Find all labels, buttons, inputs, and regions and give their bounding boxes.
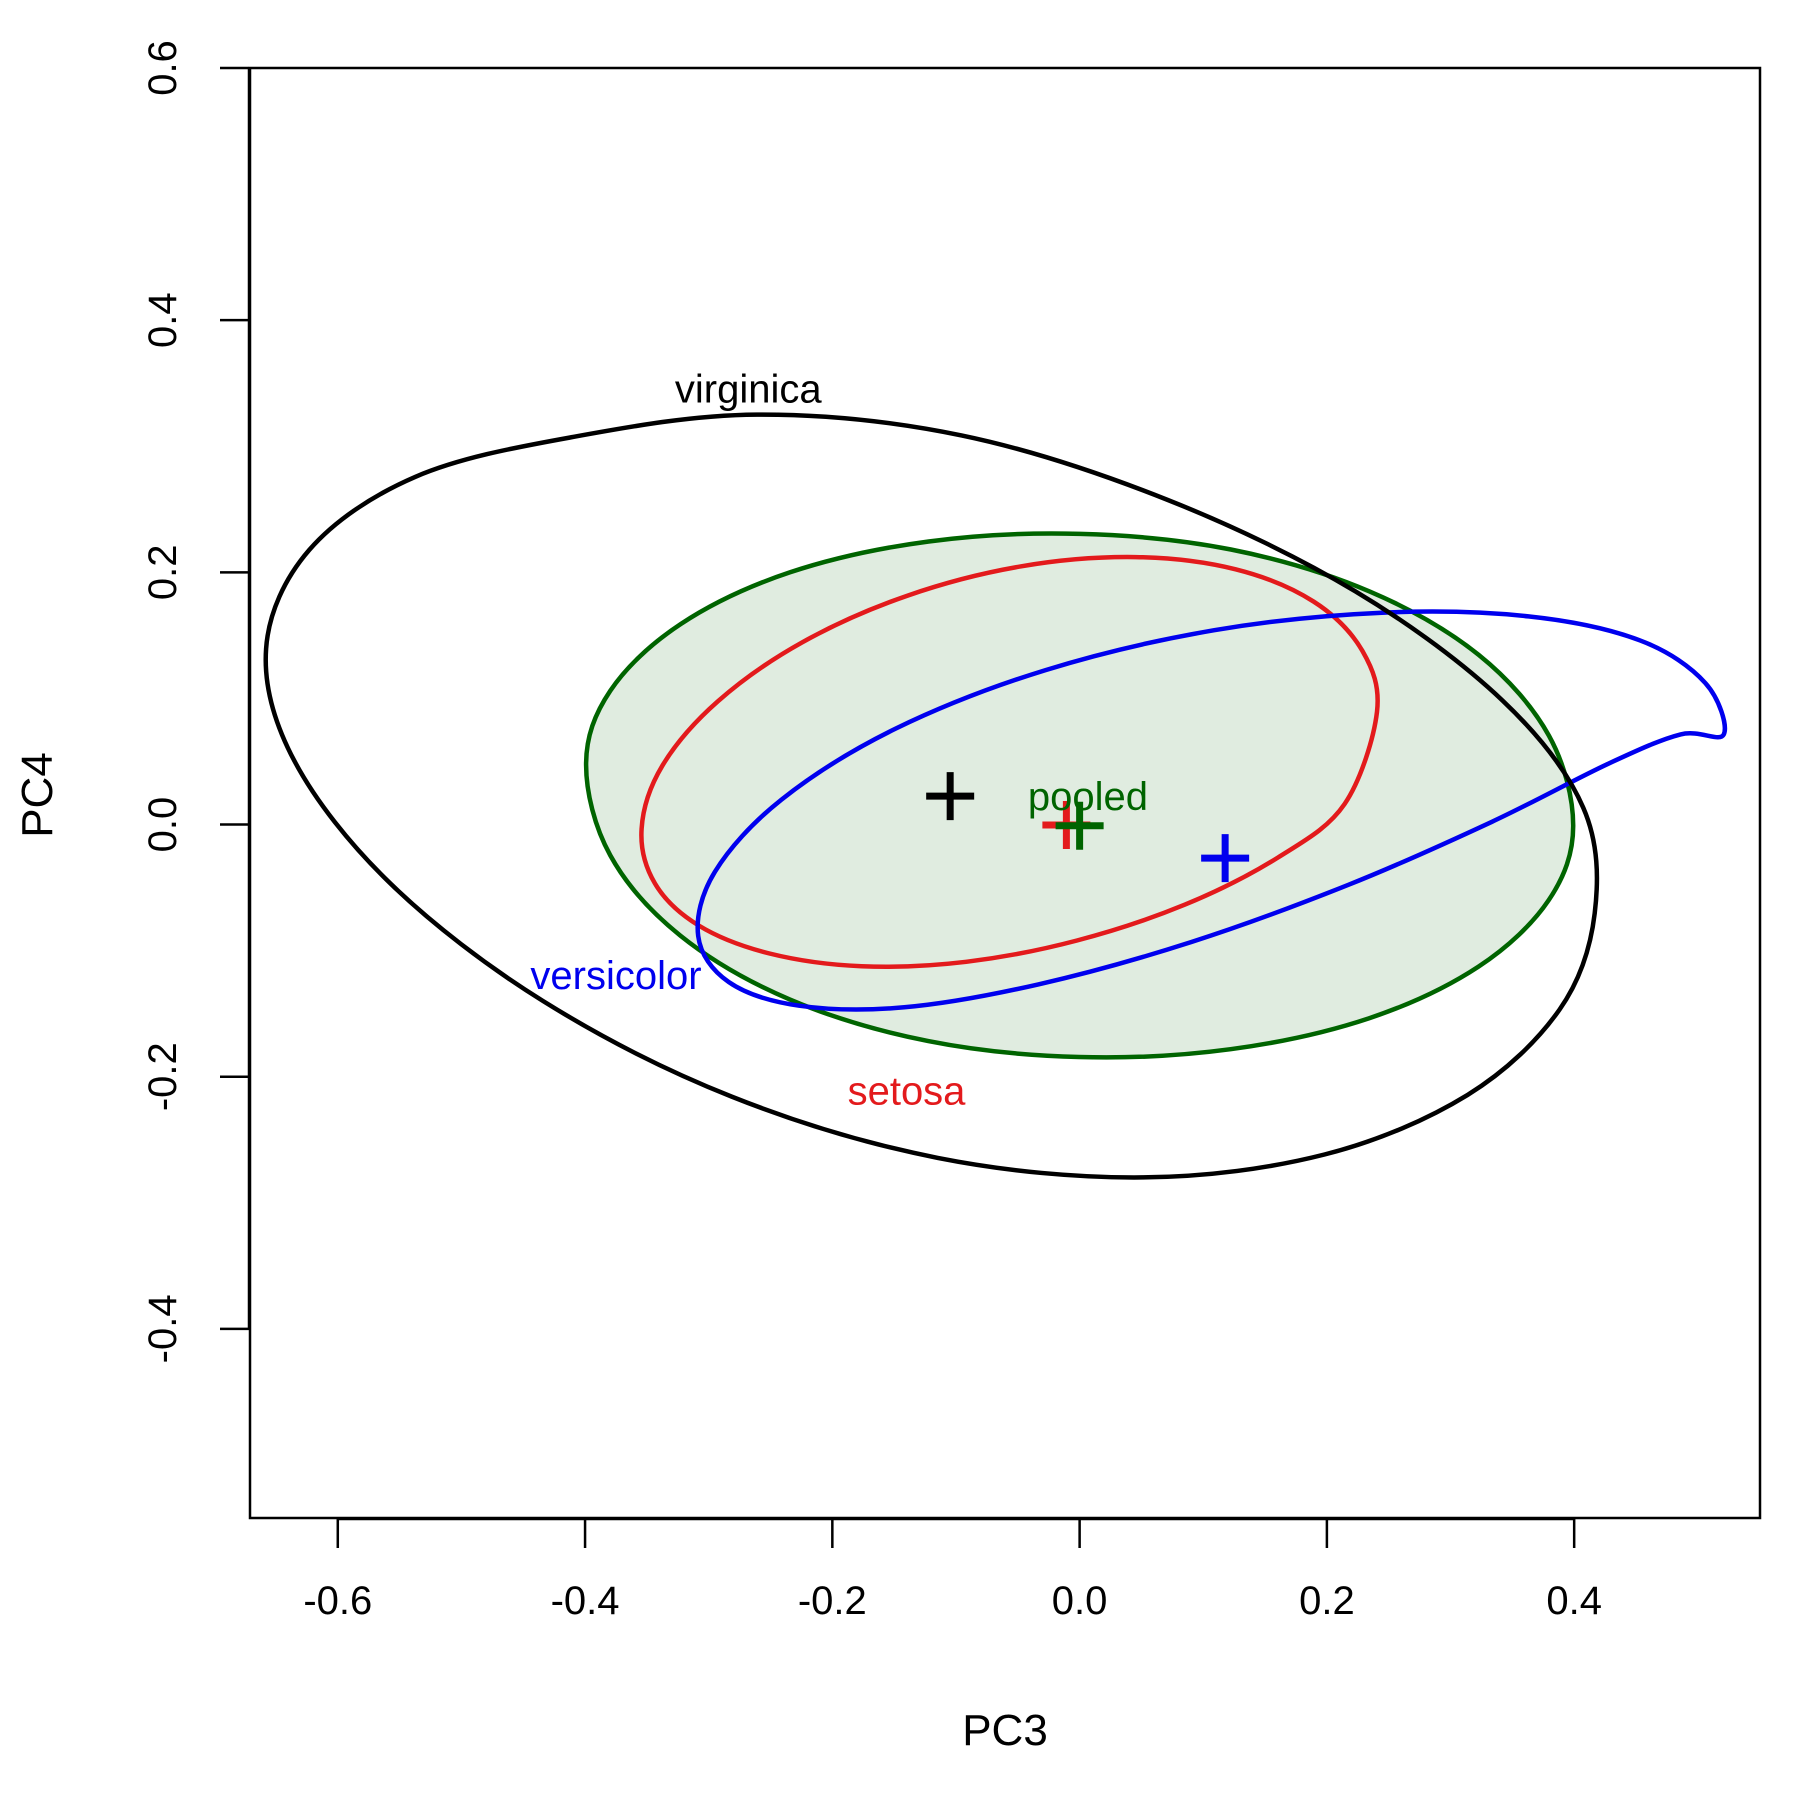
label-layer: setosa versicolor virginica pooled (530, 367, 1148, 1113)
x-axis: -0.6 -0.4 -0.2 0.0 0.2 0.4 (303, 1517, 1602, 1623)
y-axis: -0.4 -0.2 0.0 0.2 0.4 0.6 (141, 40, 251, 1363)
y-tick-label: -0.4 (141, 1294, 185, 1363)
x-tick-label: 0.2 (1299, 1579, 1355, 1623)
center-layer (926, 772, 1250, 883)
x-tick-label: 0.4 (1546, 1579, 1602, 1623)
y-tick-label: 0.4 (141, 292, 185, 348)
x-tick-label: -0.2 (798, 1579, 867, 1623)
x-tick-label: 0.0 (1052, 1579, 1108, 1623)
virginica-label: virginica (675, 367, 822, 411)
setosa-ellipse (639, 554, 1380, 969)
y-tick-label: -0.2 (141, 1042, 185, 1111)
y-tick-label: 0.2 (141, 545, 185, 601)
versicolor-label: versicolor (530, 954, 701, 998)
y-tick-label: 0.0 (141, 797, 185, 853)
x-tick-label: -0.6 (303, 1579, 372, 1623)
virginica-center-marker (926, 772, 975, 821)
versicolor-ellipse (695, 609, 1728, 1012)
y-axis-title: PC4 (13, 752, 62, 838)
pooled-center-marker (1055, 801, 1104, 850)
y-tick-label: 0.6 (141, 40, 185, 96)
x-tick-label: -0.4 (551, 1579, 620, 1623)
setosa-label: setosa (848, 1070, 967, 1114)
virginica-ellipse (263, 412, 1600, 1180)
versicolor-center-marker (1201, 834, 1250, 883)
ellipse-layer (263, 412, 1728, 1180)
x-axis-title: PC3 (962, 1706, 1048, 1755)
pooled-label: pooled (1028, 775, 1148, 819)
